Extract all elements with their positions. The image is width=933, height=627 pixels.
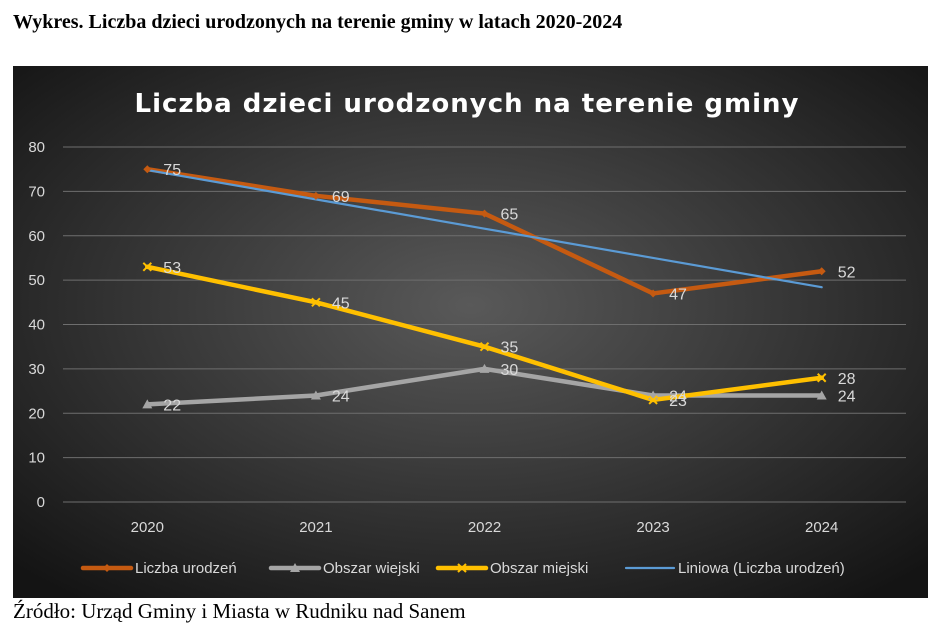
data-label: 22 bbox=[163, 397, 181, 414]
data-label: 75 bbox=[163, 162, 181, 179]
chart-legend: Liczba urodzeń Obszar wiejski Obszar miejs… bbox=[80, 560, 845, 577]
y-tick-label: 30 bbox=[28, 361, 45, 378]
x-tick-label: 2022 bbox=[468, 519, 501, 536]
data-point bbox=[816, 373, 827, 383]
document-heading: Wykres. Liczba dzieci urodzonych na tere… bbox=[13, 11, 623, 33]
gridlines bbox=[63, 146, 906, 503]
data-label: 24 bbox=[838, 389, 856, 406]
legend-marker bbox=[103, 564, 111, 572]
data-point bbox=[311, 191, 320, 200]
x-tick-label: 2024 bbox=[805, 519, 838, 536]
data-point bbox=[479, 341, 490, 352]
data-label: 53 bbox=[163, 260, 181, 277]
data-point bbox=[648, 395, 658, 405]
data-point bbox=[310, 390, 321, 400]
marker-stroke bbox=[479, 341, 490, 352]
data-label: 24 bbox=[669, 389, 687, 406]
legend-marker bbox=[457, 563, 467, 573]
y-tick-label: 60 bbox=[28, 228, 45, 245]
x-axis-ticks: 2020 2021 2022 2023 2024 bbox=[131, 519, 839, 536]
legend-marker bbox=[290, 563, 300, 572]
legend-label: Obszar wiejski bbox=[323, 560, 420, 577]
data-point bbox=[649, 289, 658, 298]
series-line-liniowa-liczba-urodze- bbox=[146, 168, 823, 289]
marker-stroke bbox=[311, 297, 321, 308]
data-point bbox=[311, 297, 321, 308]
data-point bbox=[143, 165, 152, 174]
y-tick-label: 40 bbox=[28, 317, 45, 334]
data-label: 47 bbox=[669, 286, 687, 303]
data-label: 69 bbox=[332, 189, 350, 206]
data-point bbox=[479, 363, 490, 373]
source-note: Źródło: Urząd Gminy i Miasta w Rudniku n… bbox=[13, 599, 466, 623]
data-point bbox=[142, 399, 153, 409]
legend-item: Obszar wiejski bbox=[268, 560, 420, 577]
data-label: 35 bbox=[501, 340, 519, 357]
data-point bbox=[142, 262, 153, 272]
data-point bbox=[817, 267, 826, 276]
data-label: 65 bbox=[501, 207, 519, 224]
marker-stroke bbox=[816, 373, 827, 383]
y-tick-label: 80 bbox=[28, 139, 45, 156]
series-markers bbox=[142, 165, 827, 409]
data-label: 28 bbox=[838, 371, 856, 388]
y-axis-ticks: 0 10 20 30 40 50 60 70 80 bbox=[28, 139, 45, 511]
line-chart: Liczba dzieci urodzonych na terenie gmin… bbox=[13, 66, 928, 598]
data-labels: 75 69 65 47 52 22 24 30 24 24 53 45 35 23 28 bbox=[163, 162, 855, 414]
data-point bbox=[816, 390, 827, 400]
data-label: 23 bbox=[669, 393, 687, 410]
legend-label: Obszar miejski bbox=[490, 560, 588, 577]
chart-background bbox=[13, 66, 928, 598]
data-label: 52 bbox=[838, 264, 856, 281]
data-label: 24 bbox=[332, 389, 350, 406]
marker-stroke bbox=[142, 262, 153, 272]
y-tick-label: 50 bbox=[28, 272, 45, 289]
legend-item: Liczba urodzeń bbox=[80, 560, 237, 577]
y-tick-label: 0 bbox=[37, 494, 45, 511]
legend-item: Liniowa (Liczba urodzeń) bbox=[624, 560, 845, 577]
data-point bbox=[480, 209, 489, 218]
y-tick-label: 20 bbox=[28, 405, 45, 422]
marker-stroke bbox=[457, 563, 467, 573]
x-tick-label: 2023 bbox=[636, 519, 669, 536]
chart-panel: Liczba dzieci urodzonych na terenie gmin… bbox=[13, 66, 928, 598]
legend-label: Liniowa (Liczba urodzeń) bbox=[678, 560, 845, 577]
legend-item: Obszar miejski bbox=[435, 560, 588, 577]
legend-label: Liczba urodzeń bbox=[135, 560, 237, 577]
data-label: 45 bbox=[332, 295, 350, 312]
chart-title: Liczba dzieci urodzonych na terenie gmin… bbox=[135, 89, 800, 119]
y-tick-label: 70 bbox=[28, 183, 45, 200]
y-tick-label: 10 bbox=[28, 450, 45, 467]
marker-stroke bbox=[648, 395, 658, 405]
data-label: 30 bbox=[501, 362, 519, 379]
x-tick-label: 2021 bbox=[299, 519, 332, 536]
x-tick-label: 2020 bbox=[131, 519, 164, 536]
